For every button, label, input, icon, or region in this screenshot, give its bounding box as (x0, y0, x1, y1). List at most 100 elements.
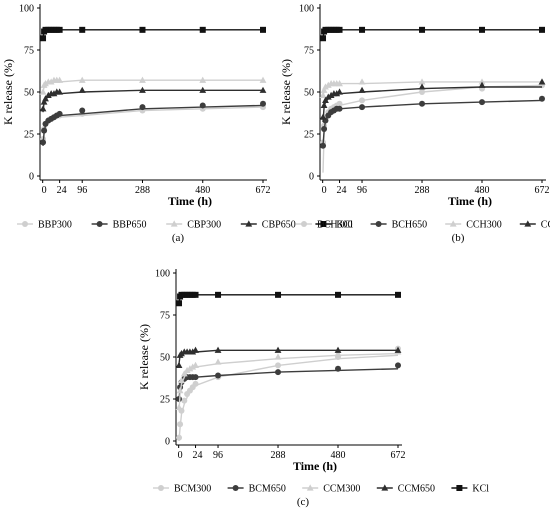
data-point-ccm300 (178, 376, 185, 384)
series-cch300 (319, 78, 546, 98)
x-tick-label: 0 (322, 185, 327, 196)
data-point-bbp650 (41, 127, 48, 134)
y-tick-label: 0 (165, 437, 170, 448)
legend-item-bch300: BCH300 (296, 220, 353, 231)
x-tick-label: 24 (193, 450, 203, 461)
legend-marker (449, 220, 457, 227)
data-point-cch300 (320, 86, 328, 93)
data-point-bch650 (359, 104, 366, 111)
data-point-cch300 (478, 78, 486, 85)
data-point-cbp650 (50, 90, 58, 97)
data-point-bcm650 (275, 369, 282, 376)
fit-line-bch300 (322, 84, 543, 173)
legend-label: BCM650 (249, 484, 286, 495)
data-point-bcm300 (192, 380, 199, 387)
panel-caption: (c) (297, 496, 310, 508)
legend-marker (320, 221, 327, 227)
legend-label: CBP650 (262, 220, 296, 231)
legend: BCM300 BCM650 CCM300 CCM650 KCl (153, 484, 489, 495)
legend-item-cbp300: CBP300 (166, 220, 221, 231)
data-point-bbp650 (260, 100, 266, 107)
data-point-cch650 (358, 86, 366, 93)
data-point-bbp650 (40, 139, 47, 146)
data-point-bcm650 (335, 365, 342, 372)
fit-line-kcl (42, 29, 263, 39)
y-tick-label: 75 (160, 311, 170, 322)
legend-label: CBP300 (187, 220, 221, 231)
legend-item-ccm650: CCM650 (376, 484, 435, 495)
fit-line-bbp650 (42, 104, 264, 146)
y-tick-label: 25 (24, 130, 34, 141)
data-point-ccm300 (183, 366, 191, 374)
data-point-cbp300 (199, 76, 207, 83)
y-tick-label: 25 (304, 130, 314, 141)
legend-item-cch650: CCH650 (519, 220, 550, 231)
x-tick-label: 288 (415, 185, 430, 196)
series-kcl (176, 291, 401, 307)
data-point-cbp650 (56, 88, 64, 95)
fit-line-bcm650 (178, 368, 399, 400)
data-point-cch300 (336, 80, 343, 87)
data-point-kcl (199, 26, 206, 33)
fit-line-bch650 (322, 99, 543, 146)
legend-label: KCl (472, 484, 489, 495)
x-axis-title: Time (h) (293, 459, 337, 473)
legend-item-kcl: KCl (451, 484, 489, 495)
panel-caption: (b) (452, 232, 465, 244)
x-axis-title: Time (h) (168, 194, 212, 208)
data-point-ccm650 (394, 346, 402, 353)
series-bch300 (320, 82, 545, 173)
data-point-bbp650 (79, 107, 86, 114)
legend-marker (158, 485, 164, 491)
data-point-cch650 (418, 83, 426, 90)
series-bch650 (320, 95, 545, 149)
data-point-kcl (395, 291, 401, 298)
series-cbp300 (39, 76, 267, 95)
data-point-cch650 (327, 91, 335, 98)
fit-line-ccm300 (178, 352, 399, 411)
x-tick-label: 96 (213, 450, 223, 461)
legend-item-cbp650: CBP650 (240, 220, 296, 231)
data-point-kcl (275, 291, 282, 298)
fit-line-kcl (178, 294, 398, 304)
data-point-kcl (539, 26, 545, 33)
data-point-kcl (419, 26, 426, 33)
data-point-bch650 (336, 105, 343, 112)
y-axis-title: K release (%) (279, 59, 293, 125)
legend: BCH300 BCH650 CCH300 CCH650 KCl (296, 220, 550, 231)
data-point-bcm300 (177, 421, 184, 428)
x-tick-label: 480 (475, 185, 490, 196)
legend-marker (170, 220, 178, 227)
legend-label: BCM300 (174, 484, 211, 495)
legend-label: BCH300 (317, 220, 353, 231)
data-point-cbp300 (139, 76, 146, 83)
data-point-kcl (260, 26, 266, 33)
series-kcl (320, 26, 545, 42)
data-point-bch650 (321, 125, 328, 132)
legend-marker (381, 484, 389, 491)
x-tick-label: 24 (57, 185, 67, 196)
x-tick-label: 480 (195, 185, 210, 196)
data-point-kcl (40, 35, 47, 42)
legend-label: BCH650 (392, 220, 428, 231)
y-tick-label: 50 (24, 88, 34, 99)
fit-line-cch300 (322, 81, 542, 98)
data-point-bch650 (479, 99, 486, 106)
data-point-cbp650 (44, 91, 52, 98)
series-bcm650 (176, 362, 401, 402)
data-point-cch300 (418, 78, 426, 85)
data-point-bbp650 (56, 110, 63, 117)
fit-line-bcm300 (178, 354, 399, 442)
data-point-ccm650 (274, 346, 282, 353)
data-point-ccm300 (189, 363, 197, 370)
series-bbp650 (40, 100, 266, 146)
y-tick-label: 100 (155, 269, 170, 280)
legend-label: KCl (336, 220, 353, 231)
data-point-bch300 (419, 89, 426, 95)
x-tick-label: 96 (77, 185, 87, 196)
x-tick-label: 288 (271, 450, 286, 461)
data-point-bch300 (359, 97, 366, 104)
legend-item-bcm650: BCM650 (227, 484, 286, 495)
data-point-cbp650 (42, 95, 49, 102)
